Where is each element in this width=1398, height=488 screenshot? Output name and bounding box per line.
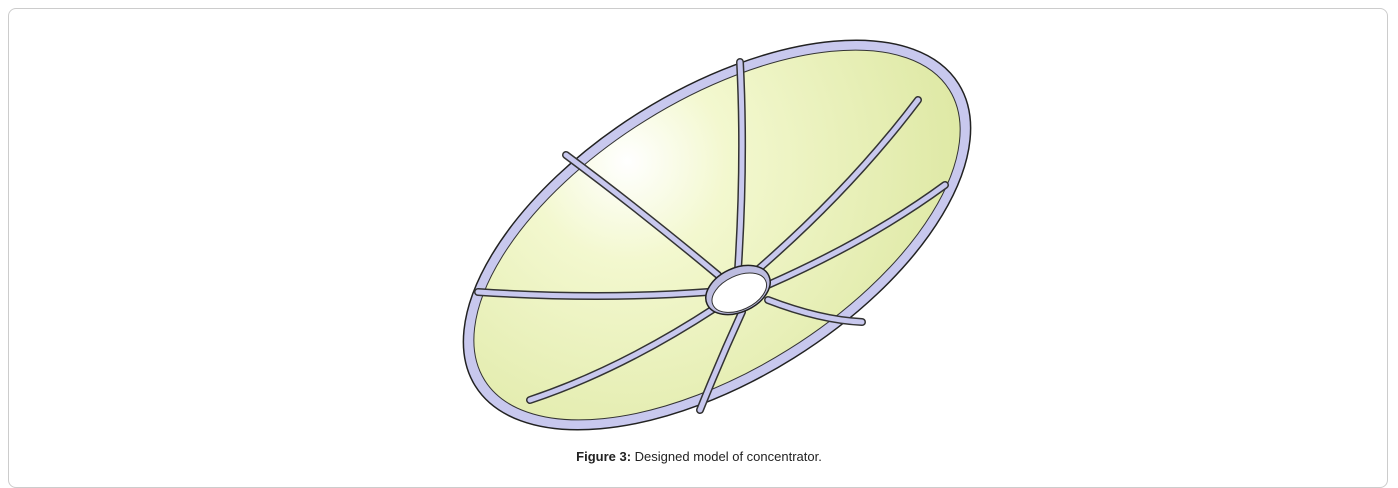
- dish-drawing: [462, 39, 972, 431]
- ribs-face: [475, 59, 948, 413]
- caption-text: Designed model of concentrator.: [634, 449, 822, 464]
- page: Figure 3: Designed model of concentrator…: [0, 8, 1398, 488]
- caption-label: Figure 3:: [576, 449, 632, 464]
- hub: [705, 264, 771, 316]
- dish: [462, 39, 972, 431]
- caption: Figure 3: Designed model of concentrator…: [0, 449, 1398, 464]
